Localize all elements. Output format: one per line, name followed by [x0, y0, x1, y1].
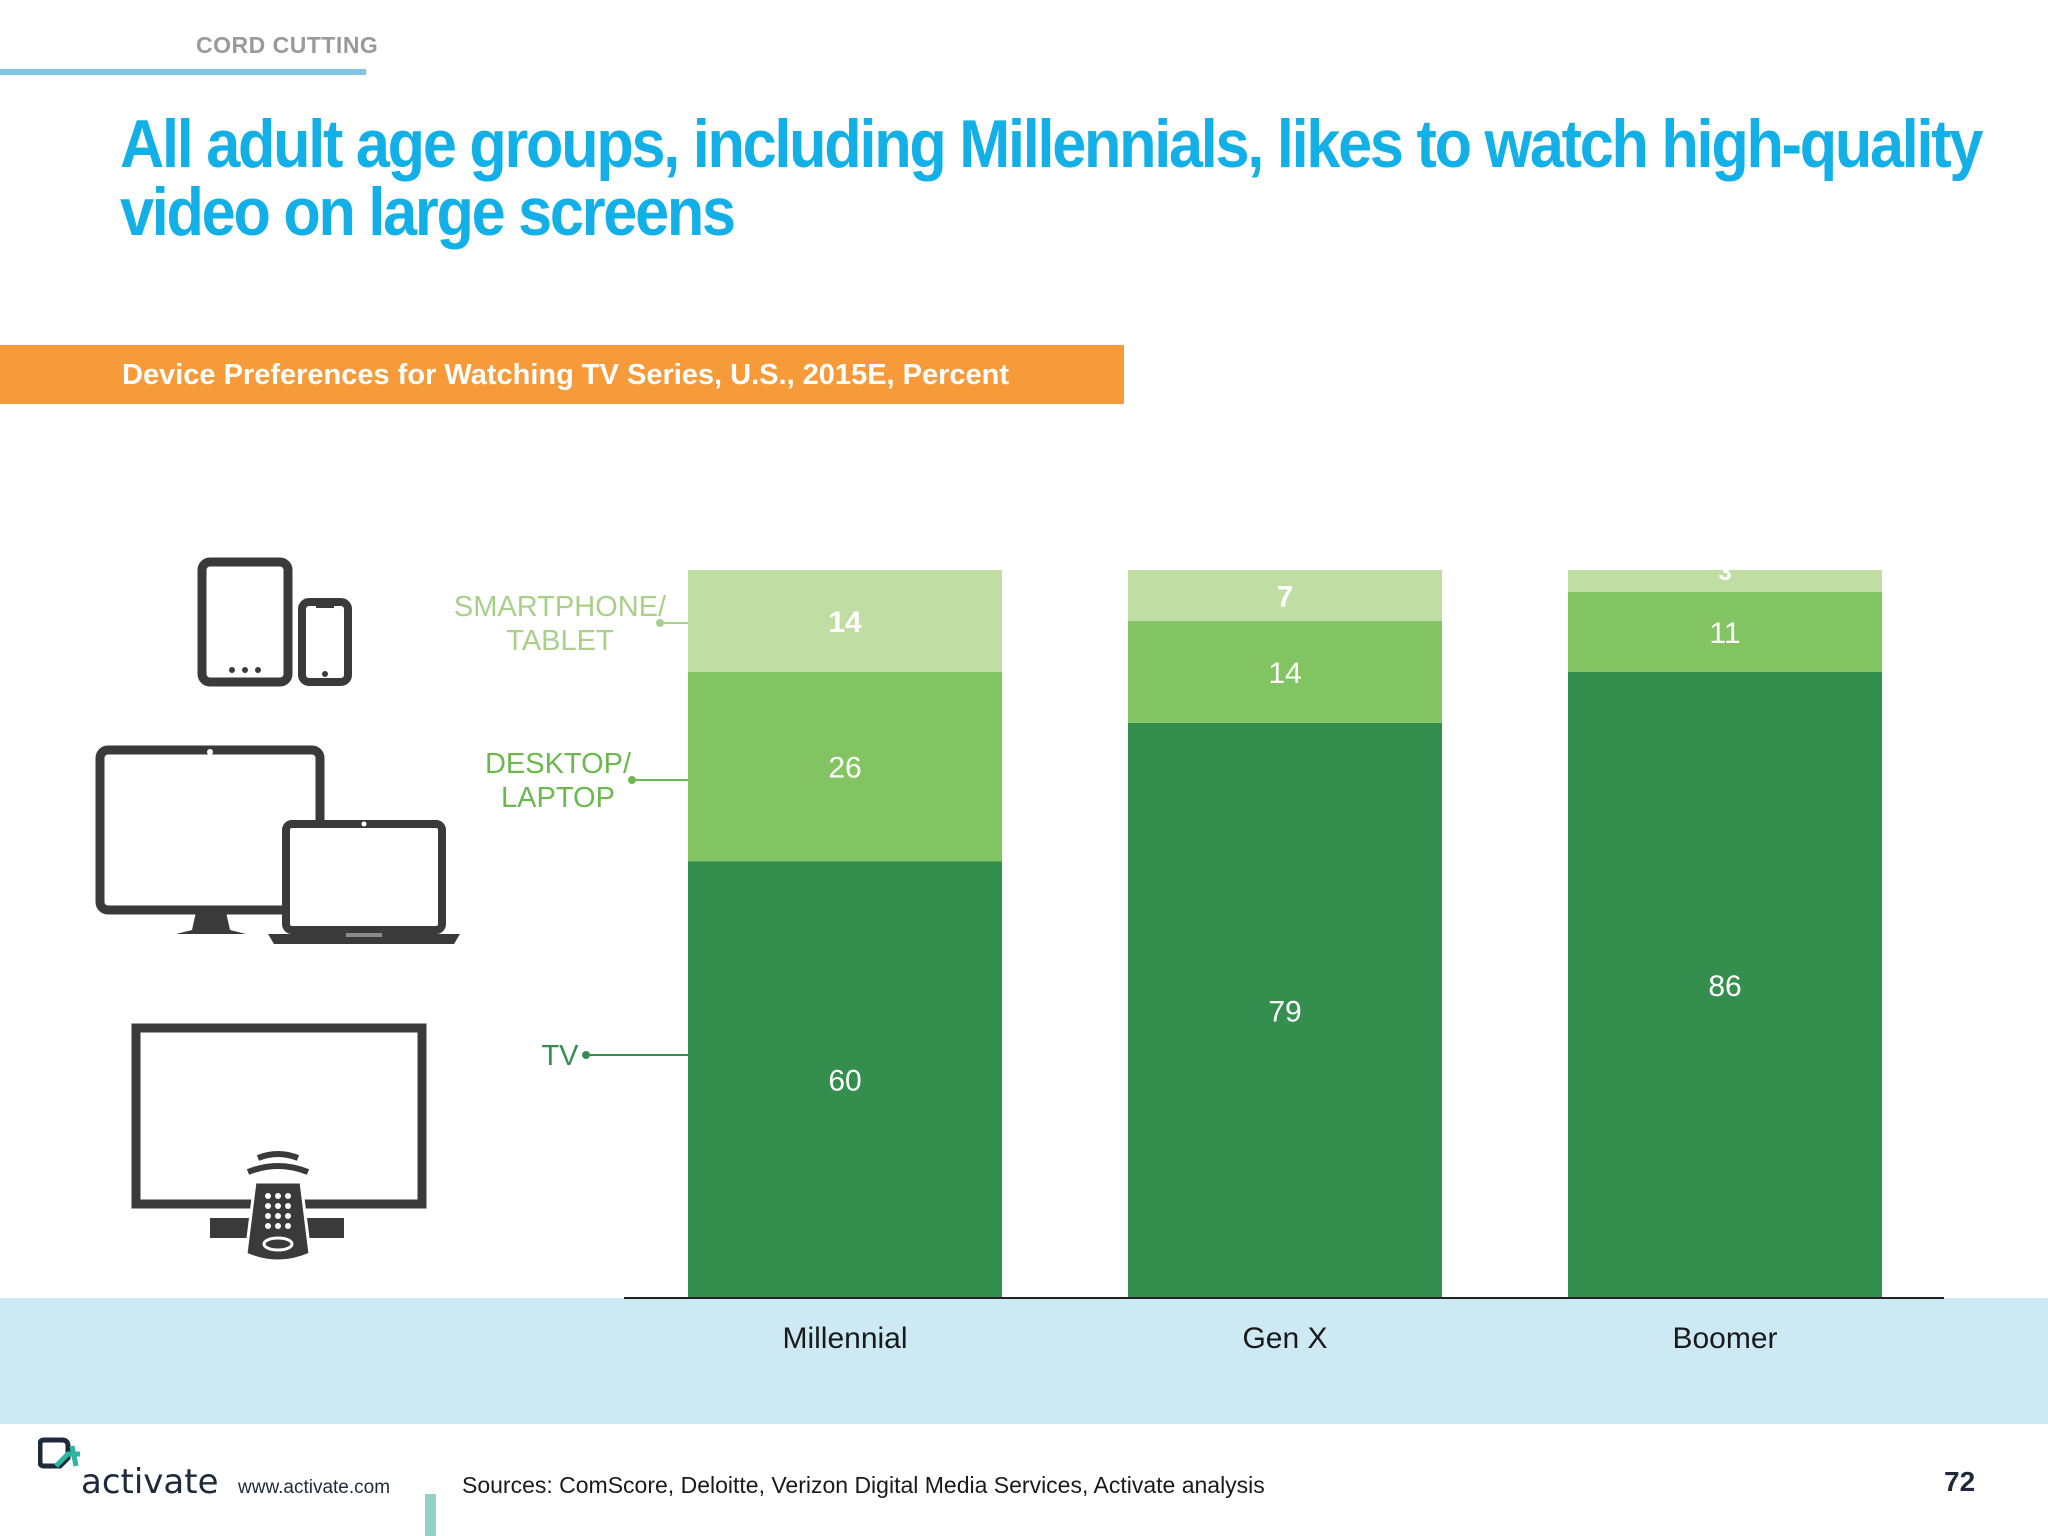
bar-millennial-desktop-laptop: [688, 671, 1002, 862]
bar-boomer-tv: [1568, 671, 1882, 1298]
bar-boomer-desktop-laptop: [1568, 591, 1882, 672]
sources-note: Sources: ComScore, Deloitte, Verizon Dig…: [462, 1472, 1265, 1498]
category-label-millennial: Millennial: [782, 1322, 907, 1355]
legend-label-desktop-2: LAPTOP: [501, 782, 615, 814]
desktop-laptop-icon: [95, 745, 460, 944]
logo-wordmark: activate: [81, 1462, 219, 1502]
value-label-boomer-tv: 86: [1708, 970, 1741, 1003]
category-axis-band: [0, 1298, 2048, 1424]
slide-headline: All adult age groups, including Millenni…: [120, 106, 1983, 250]
legend-dot-tv: [582, 1051, 590, 1059]
legend-label-smartphone-1: SMARTPHONE/: [454, 591, 667, 623]
headline-line-1: All adult age groups, including Millenni…: [120, 106, 1983, 182]
section-tag: CORD CUTTING: [196, 32, 379, 58]
category-label-boomer: Boomer: [1672, 1322, 1777, 1355]
value-label-gen-x-smartphone-tablet: 7: [1277, 580, 1294, 613]
value-labels-layer: 60 26 14 79 14 7 86 11 3: [828, 559, 1741, 1098]
value-label-millennial-smartphone-tablet: 14: [828, 606, 862, 639]
bar-gen-x-desktop-laptop: [1128, 620, 1442, 723]
bar-gen-x-smartphone-tablet: [1128, 570, 1442, 621]
bar-millennial-tv: [688, 861, 1002, 1298]
stacked-bar-chart: 60 26 14 79 14 7 86 11 3 Millennial Gen X Boomer S…: [453, 559, 1944, 1355]
category-labels-layer: Millennial Gen X Boomer: [782, 1322, 1777, 1355]
headline-line-2: video on large screens: [120, 174, 736, 250]
legend-label-tv-1: TV: [541, 1040, 579, 1072]
legend-dot-smartphone: [656, 619, 664, 627]
value-label-gen-x-tv: 79: [1268, 995, 1301, 1028]
value-label-millennial-desktop-laptop: 26: [828, 752, 861, 785]
value-label-boomer-desktop-laptop: 11: [1709, 617, 1740, 650]
activate-logo-icon: [38, 1437, 80, 1469]
chart-title: Device Preferences for Watching TV Serie…: [122, 359, 1010, 391]
value-label-boomer-smartphone-tablet: 3: [1718, 559, 1731, 586]
value-label-millennial-tv: 60: [828, 1065, 861, 1098]
bar-boomer-smartphone-tablet: [1568, 570, 1882, 592]
footer-divider: [425, 1494, 436, 1536]
tv-remote-icon: [131, 1023, 427, 1263]
bar-gen-x-tv: [1128, 722, 1442, 1298]
value-label-gen-x-desktop-laptop: 14: [1268, 657, 1301, 690]
tablet-phone-icon: [197, 557, 352, 687]
page-number: 72: [1944, 1466, 1976, 1497]
chart-title-banner: Device Preferences for Watching TV Serie…: [0, 345, 1124, 404]
legend-label-smartphone-2: TABLET: [506, 625, 614, 657]
category-label-gen-x: Gen X: [1242, 1322, 1327, 1355]
legend-layer: SMARTPHONE/TABLET DESKTOP/LAPTOP TV: [454, 591, 688, 1072]
legend-label-desktop-1: DESKTOP/: [485, 748, 632, 780]
bar-millennial-smartphone-tablet: [688, 570, 1002, 672]
bars-layer: [688, 570, 1882, 1298]
legend-dot-desktop: [628, 776, 636, 784]
website-link[interactable]: www.activate.com: [238, 1477, 391, 1498]
section-rule: [0, 69, 366, 75]
